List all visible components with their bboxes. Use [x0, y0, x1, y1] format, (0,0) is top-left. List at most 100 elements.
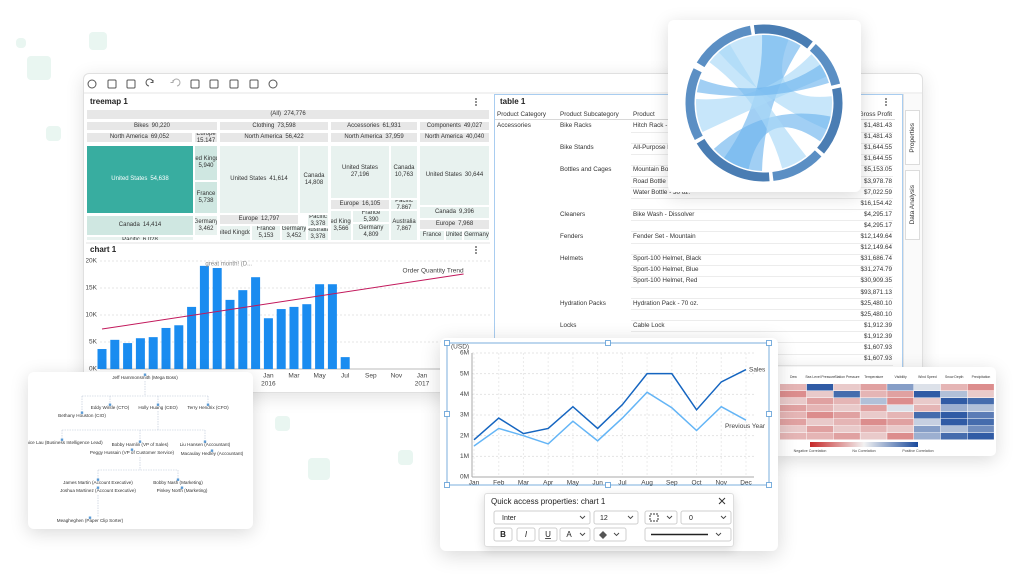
treemap-cell-name: Pacific	[309, 214, 327, 220]
treemap-cell: Bikes 90,220	[86, 121, 218, 131]
y-tick-label: 5K	[89, 339, 98, 346]
series-line	[473, 391, 747, 447]
treemap-cell-name: United	[445, 232, 463, 238]
treemap-cell-name: Europe	[196, 132, 216, 137]
treemap-cell-value: 69,052	[150, 134, 170, 140]
table-cell: Hydration Pack - 70 oz.	[633, 299, 699, 307]
panel-title: table 1	[500, 97, 526, 106]
bar	[174, 325, 184, 369]
menu-dot	[475, 98, 477, 100]
toolbar-icon	[170, 78, 181, 87]
treemap-cell-name: Europe	[339, 201, 359, 207]
x-tick-label: Oct	[691, 480, 701, 487]
org-node-marker	[138, 440, 142, 443]
toolbar-icon	[268, 79, 278, 89]
table-cell: Road Bottle Cage	[633, 177, 683, 185]
style-button-label: I	[525, 530, 528, 539]
org-node-marker	[176, 478, 180, 481]
x-tick-label: Nov	[391, 373, 403, 380]
panel-title: Quick access properties: chart 1	[491, 497, 606, 506]
chord-arc	[685, 68, 703, 141]
table-cell: Sport-100 Helmet, Black	[633, 255, 702, 263]
heatmap-cell	[806, 384, 834, 391]
side-tab[interactable]: Properties	[905, 110, 920, 165]
heatmap-cell	[914, 405, 941, 412]
heatmap-cell	[967, 412, 994, 419]
treemap-cell: Europe 12,797	[219, 214, 299, 225]
x-tick-label: Nov	[715, 480, 727, 487]
treemap-cell-value: 5,390	[363, 216, 379, 223]
heatmap-cell	[940, 412, 968, 419]
heatmap-cell	[860, 398, 887, 405]
decor-square	[275, 416, 290, 431]
heatmap-cell	[780, 419, 807, 426]
bar	[135, 338, 145, 369]
x-tick-label: Feb	[493, 480, 505, 487]
table-header: table 1	[500, 97, 887, 106]
fill-icon	[599, 531, 607, 539]
heatmap-cell	[914, 398, 941, 405]
heatmap-cell	[860, 384, 887, 391]
heatmap-cell	[780, 412, 807, 419]
font-select: Inter	[502, 515, 517, 522]
border-icon	[649, 513, 659, 522]
treemap-cell-name: France	[256, 226, 276, 232]
heatmap-cell	[967, 391, 994, 398]
table-cell: $25,480.10	[860, 310, 892, 318]
treemap-cell-value: 15,147	[196, 137, 216, 143]
heatmap-cell	[780, 426, 807, 433]
chord	[713, 113, 831, 170]
org-node-label: James Martin (Account Executive)	[63, 480, 133, 485]
treemap-cell: France	[419, 230, 445, 240]
menu-dot	[475, 246, 477, 248]
decor-square	[27, 56, 51, 80]
treemap-cell: Canada 9,396	[419, 206, 490, 219]
row-border	[631, 242, 893, 244]
heatmap-cell	[780, 391, 807, 398]
treemap-cell-name: Europe	[238, 216, 258, 222]
treemap-cell-value: 56,422	[285, 134, 304, 140]
x-tick-label: Aug	[641, 480, 653, 487]
org-node-marker	[130, 448, 134, 451]
treemap-cell-value: 3,566	[333, 225, 349, 232]
treemap-cell-name: Accessories	[347, 122, 380, 129]
menu-dot	[475, 252, 477, 254]
org-node-marker	[108, 403, 112, 406]
column-label: Sea Level Pressure	[805, 375, 835, 379]
treemap-cell-name: France	[361, 210, 381, 216]
dropdown-chevron	[579, 532, 586, 537]
column-label: Station Pressure	[834, 375, 859, 379]
heatmap-cell	[887, 405, 914, 412]
org-node-label: Jeff Hammonsmith (Mega Boss)	[112, 375, 178, 380]
chord-arc	[772, 150, 822, 181]
heatmap-cell	[780, 433, 807, 440]
toolbar-icon	[249, 79, 259, 89]
bar	[187, 306, 197, 369]
treemap-cell-value: 7,867	[396, 225, 412, 232]
x-year-label: 2017	[415, 381, 430, 388]
menu-dot	[475, 249, 477, 251]
column-label: Dew	[790, 375, 797, 379]
style-button	[493, 527, 513, 542]
org-node-label: Bobby Hamlin (VP of Sales)	[112, 442, 169, 447]
x-tick-label: Jan	[263, 373, 274, 380]
table-cell: Fenders	[560, 233, 584, 240]
row-border	[631, 253, 893, 255]
column-label: Wind Speed	[918, 375, 937, 379]
row-border	[631, 331, 893, 333]
treemap-cell-value: 9,396	[459, 209, 475, 215]
table-cell: $1,644.55	[863, 144, 892, 152]
column-label: Precipitation	[972, 375, 991, 379]
chord	[696, 64, 829, 97]
heatmap-cell	[940, 398, 968, 405]
treemap-cell-name: North America	[344, 134, 383, 140]
table-cell: $31,274.79	[860, 266, 892, 274]
style-button-label: U	[545, 530, 551, 539]
org-node-label: Peggy Hussain (VP of Customer Service)	[90, 450, 175, 455]
treemap-cell-name: Canada	[434, 209, 456, 215]
style-button	[538, 527, 558, 542]
style-button-label: A	[566, 530, 572, 539]
side-tab[interactable]: Data Analysis	[905, 170, 920, 240]
series-label: Sales	[749, 366, 766, 373]
